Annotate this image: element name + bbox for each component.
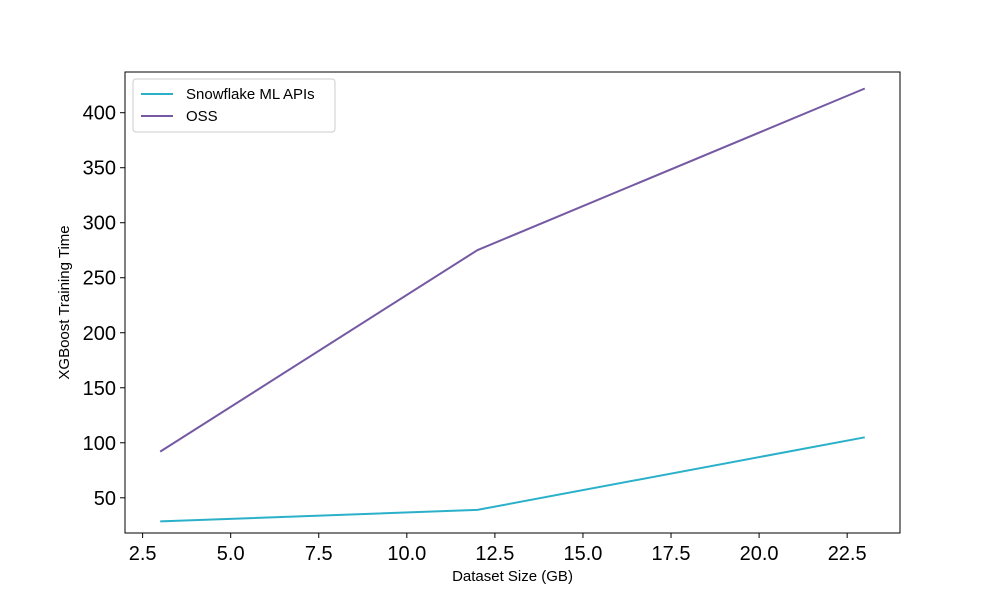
y-axis-label: XGBoost Training Time <box>56 225 73 379</box>
x-tick-label: 7.5 <box>305 543 333 565</box>
series-line-1 <box>159 87 866 453</box>
legend-label-0: Snowflake ML APIs <box>186 86 315 103</box>
y-tick-label: 350 <box>83 158 116 180</box>
legend-label-1: OSS <box>186 108 218 125</box>
series-line-0 <box>160 436 865 523</box>
y-tick-label: 100 <box>83 433 116 455</box>
axes-frame <box>124 71 901 534</box>
x-axis-label: Dataset Size (GB) <box>452 568 573 585</box>
x-tick-label: 17.5 <box>652 543 691 565</box>
plot-lines <box>159 87 866 523</box>
x-tick-label: 2.5 <box>129 543 157 565</box>
x-tick-label: 15.0 <box>563 543 602 565</box>
legend: Snowflake ML APIs OSS <box>132 78 336 133</box>
legend-box <box>132 78 336 133</box>
x-tick-label: 12.5 <box>475 543 514 565</box>
y-tick-label: 200 <box>83 323 116 345</box>
x-axis-ticks: 2.5 5.0 7.5 10.0 12.5 15.0 17.5 20.0 22.5 <box>129 533 867 565</box>
x-tick-label: 10.0 <box>387 543 426 565</box>
y-tick-label: 400 <box>83 103 116 125</box>
y-tick-label: 50 <box>94 488 116 510</box>
x-tick-label: 5.0 <box>217 543 245 565</box>
y-tick-label: 250 <box>83 268 116 290</box>
x-tick-label: 20.0 <box>740 543 779 565</box>
y-axis-ticks: 50 100 150 200 250 300 350 400 <box>83 103 125 510</box>
y-tick-label: 150 <box>83 378 116 400</box>
y-tick-label: 300 <box>83 213 116 235</box>
x-tick-label: 22.5 <box>828 543 867 565</box>
